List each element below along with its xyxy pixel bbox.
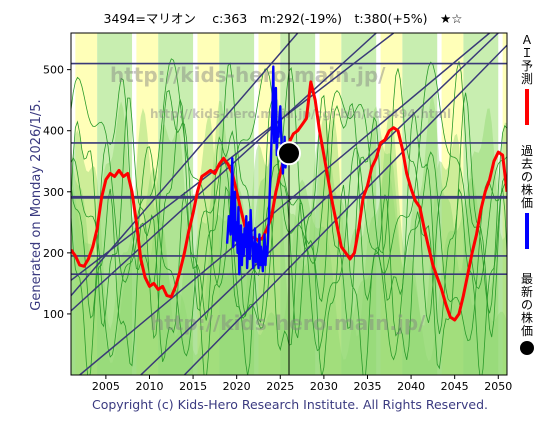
legend-label-char: 新: [521, 284, 533, 299]
axes: 2005 2010 2015 2020 2025 2030 2035 2040 2045 2050…: [43, 64, 512, 393]
legend-label-char: 最: [521, 272, 533, 286]
current-price-layer: [277, 141, 301, 166]
diagonal-line: [71, 33, 377, 312]
diagonal-trend-lines: [71, 33, 507, 375]
x-tick-label: 2025: [266, 380, 294, 393]
diagonal-line: [140, 33, 499, 375]
legend-label-char: 去: [521, 157, 533, 171]
legend-label-char: Ｉ: [521, 46, 533, 60]
legend-label-char: 価: [521, 196, 533, 210]
x-tick-label: 2005: [92, 380, 120, 393]
diagonal-line: [183, 44, 507, 375]
light-green-band: [97, 33, 133, 375]
legend-label-char: 価: [521, 324, 533, 338]
legend-label-char: 予: [521, 59, 533, 73]
legend-line-swatch: [525, 89, 529, 125]
y-tick-label: 100: [43, 308, 64, 321]
x-tick-label: 2050: [484, 380, 512, 393]
x-tick-label: 2020: [223, 380, 251, 393]
yellow-band: [136, 33, 159, 375]
legend-label-char: Ａ: [521, 33, 533, 47]
copyright-footer: Copyright (c) Kids-Hero Research Institu…: [92, 397, 488, 412]
legend-label-char: の: [521, 298, 533, 312]
legend-label-char: 過: [521, 144, 533, 158]
legend-label-char: の: [521, 170, 533, 184]
y-tick-label: 200: [43, 247, 64, 260]
y-tick-label: 300: [43, 186, 64, 199]
legend-label-char: 株: [521, 310, 533, 325]
y-tick-label: 500: [43, 64, 64, 77]
legend-marker-swatch: [520, 341, 534, 355]
yellow-band: [75, 33, 98, 375]
x-tick-label: 2040: [397, 380, 425, 393]
legend-line-swatch: [525, 213, 529, 249]
generated-date-label: Generated on Monday 2026/1/5.: [29, 99, 44, 310]
past-price-line: [225, 65, 290, 276]
x-tick-label: 2035: [353, 380, 381, 393]
plot-area: http://kids-hero.main.jp/http://kids-her…: [71, 33, 507, 375]
green-cycle-fill: [71, 108, 507, 375]
x-tick-label: 2030: [310, 380, 338, 393]
watermark-text: http://kids-hero.main.jp/: [150, 311, 426, 335]
watermark-text: http://kids-hero.main.jp/: [110, 63, 386, 87]
diagonal-line: [71, 33, 395, 281]
chart-title: 3494=マリオン c:363 m:292(-19%) t:380(+5%) ★…: [104, 11, 463, 26]
diagonal-line: [79, 33, 491, 375]
x-tick-label: 2010: [135, 380, 163, 393]
yellow-band: [502, 33, 507, 375]
plot-border: [70, 32, 508, 376]
yellow-band: [441, 33, 464, 375]
x-tick-label: 2015: [179, 380, 207, 393]
x-tick-label: 2045: [441, 380, 469, 393]
legend-label-char: 測: [521, 72, 533, 86]
legend-label-char: 株: [521, 182, 533, 197]
y-tick-label: 400: [43, 125, 64, 138]
current-price-marker: [277, 141, 301, 166]
watermark-text: http://kids-hero.main.jp/cgi-bin/kd3494.…: [150, 107, 451, 121]
